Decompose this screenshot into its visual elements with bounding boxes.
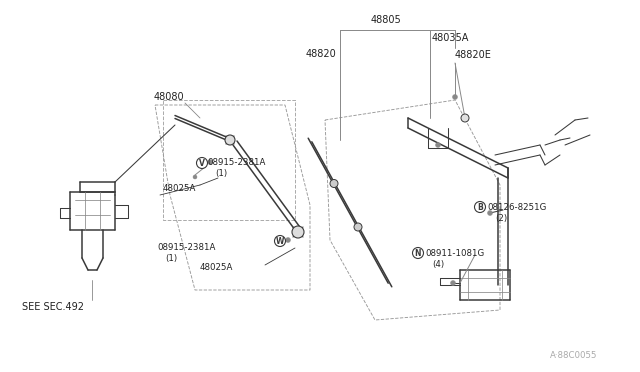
Circle shape xyxy=(292,226,304,238)
Text: 48025A: 48025A xyxy=(200,263,234,273)
Text: 48080: 48080 xyxy=(154,92,184,102)
Circle shape xyxy=(451,280,456,285)
Circle shape xyxy=(207,160,212,164)
Circle shape xyxy=(488,211,493,215)
Text: (1): (1) xyxy=(165,254,177,263)
Text: 08911-1081G: 08911-1081G xyxy=(425,248,484,257)
Text: 08915-2381A: 08915-2381A xyxy=(207,157,266,167)
Circle shape xyxy=(461,114,469,122)
Text: 48820E: 48820E xyxy=(455,50,492,60)
Circle shape xyxy=(474,202,486,212)
Text: W: W xyxy=(276,237,284,246)
Circle shape xyxy=(225,135,235,145)
Text: SEE SEC.492: SEE SEC.492 xyxy=(22,302,84,312)
Text: 48805: 48805 xyxy=(371,15,402,25)
Text: V: V xyxy=(199,158,205,167)
Text: (1): (1) xyxy=(215,169,227,177)
Text: 08915-2381A: 08915-2381A xyxy=(157,244,216,253)
Circle shape xyxy=(452,94,458,99)
Circle shape xyxy=(354,223,362,231)
Text: B: B xyxy=(477,202,483,212)
Text: 48035A: 48035A xyxy=(432,33,469,43)
Circle shape xyxy=(435,142,440,148)
Text: A·88C0055: A·88C0055 xyxy=(550,350,598,359)
Circle shape xyxy=(275,235,285,247)
Text: (4): (4) xyxy=(432,260,444,269)
Text: N: N xyxy=(415,248,421,257)
Text: 48820: 48820 xyxy=(306,49,337,59)
Text: 08126-8251G: 08126-8251G xyxy=(487,202,547,212)
Circle shape xyxy=(196,157,207,169)
Text: (2): (2) xyxy=(495,214,507,222)
Circle shape xyxy=(193,175,197,179)
Text: 48025A: 48025A xyxy=(163,183,196,192)
Circle shape xyxy=(285,237,291,243)
Circle shape xyxy=(330,180,338,187)
Circle shape xyxy=(413,247,424,259)
